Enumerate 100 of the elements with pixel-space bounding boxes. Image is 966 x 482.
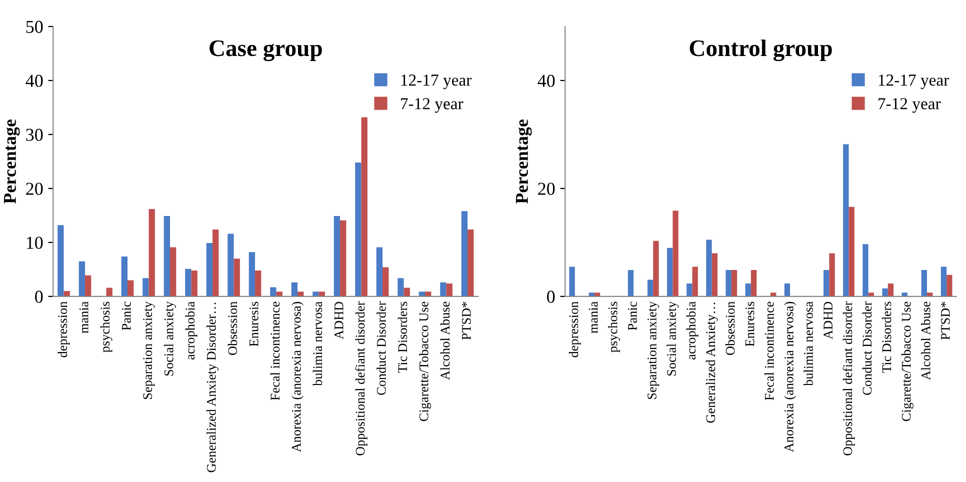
bar (588, 292, 594, 296)
x-tick-label: Social anxiety (666, 301, 679, 376)
bar (185, 268, 192, 296)
x-tick-label: ADHD (824, 302, 832, 340)
bar (731, 270, 738, 296)
bar (888, 283, 894, 296)
bar (446, 283, 452, 296)
bar (404, 288, 410, 296)
legend-label: 7-12 year (878, 98, 941, 113)
x-tick-label: mania (79, 301, 88, 334)
bar (653, 240, 659, 296)
bar (692, 266, 698, 296)
bar (170, 247, 176, 296)
bar (594, 292, 600, 296)
y-axis-title: Percentage (516, 119, 532, 204)
x-tick-label: ADHD (334, 302, 344, 340)
x-tick-label: bulimia nervosa (804, 301, 813, 386)
legend-label: 12-17 year (878, 74, 950, 90)
x-tick-label: Panic (122, 302, 131, 330)
x-tick-label: Anorexia (anorexia nervosa) (292, 302, 304, 452)
y-tick-label: 40 (538, 74, 555, 87)
y-tick-label: 0 (35, 290, 43, 303)
x-tick-label: Fecal incontinence (764, 302, 774, 400)
legend-label: 12-17 year (401, 74, 472, 90)
bar (376, 247, 383, 296)
bar (712, 253, 718, 296)
x-tick-label: Tic Disorders (398, 302, 408, 373)
y-tick-label: 50 (26, 20, 43, 33)
bar (745, 283, 751, 296)
text: Case group (210, 40, 322, 62)
bar (921, 270, 927, 296)
bar (164, 216, 170, 296)
x-tick-label: acrophobia (185, 301, 198, 360)
x-tick-label: depression (58, 301, 70, 358)
x-tick-label: depression (568, 301, 581, 358)
bar (468, 229, 474, 296)
x-tick-label: mania (588, 301, 598, 334)
bar (440, 282, 446, 296)
x-tick-label: Cigarette/Tobacco Use (901, 302, 914, 422)
bar (829, 253, 835, 296)
bar (85, 275, 92, 296)
bar (228, 234, 234, 296)
x-tick-label: Anorexia (anorexia nervosa) (784, 302, 796, 452)
bar (340, 220, 346, 296)
y-tick-label: 20 (26, 182, 43, 195)
bar (784, 283, 790, 296)
bar (355, 162, 362, 296)
bar (882, 288, 888, 296)
bar (206, 242, 213, 296)
bar (121, 256, 128, 296)
bar (647, 280, 654, 296)
bar (334, 216, 340, 296)
bar (848, 206, 854, 296)
bar (824, 270, 830, 296)
bar (212, 229, 219, 296)
bar (726, 270, 732, 296)
x-tick-label: Obsession (228, 301, 238, 355)
x-tick-label: Panic (628, 302, 637, 330)
bar (770, 292, 776, 296)
bar (706, 240, 712, 296)
x-tick-label: Cigarette/Tobacco Use (419, 302, 432, 422)
bar (234, 258, 240, 296)
bar (312, 292, 319, 296)
bar (298, 292, 304, 296)
legend-label: 7-12 year (401, 98, 464, 113)
y-tick-label: 10 (26, 236, 43, 249)
bar (868, 292, 874, 296)
x-tick-label: Tic Disorders (882, 302, 892, 373)
bar (902, 292, 908, 296)
bar (946, 274, 952, 296)
bar (425, 292, 432, 296)
bar (64, 291, 70, 296)
x-tick-label: Conduct Disorder (376, 301, 386, 395)
x-tick-label: PTSD* (462, 302, 471, 340)
bar (276, 292, 282, 296)
text: Control group (690, 40, 832, 62)
bar (927, 292, 933, 296)
x-tick-label: Alcohol Abuse (921, 302, 930, 380)
x-tick-label: acrophobia (686, 301, 698, 360)
x-tick-label: Separation anxiety (143, 301, 155, 399)
y-tick-label: 20 (538, 182, 555, 195)
x-tick-label: psychosis (100, 302, 112, 352)
bar (106, 288, 112, 296)
bar (291, 282, 298, 296)
x-tick-label: Enuresis (249, 302, 258, 346)
x-tick-label: Oppositional defiant disorder (355, 301, 368, 456)
x-tick-label: Oppositional defiant disorder (842, 301, 855, 456)
x-tick-label: Obsession (725, 301, 735, 355)
x-tick-label: Fecal incontinence (270, 302, 280, 400)
bar (461, 211, 468, 296)
y-tick-label: 30 (26, 128, 43, 141)
bar (191, 270, 198, 296)
x-tick-label: Social anxiety (164, 301, 176, 376)
bar (672, 210, 678, 296)
bar (148, 208, 155, 296)
x-tick-label: PTSD* (940, 302, 950, 340)
x-tick-label: psychosis (608, 302, 620, 352)
bar (686, 283, 692, 296)
y-axis-title: Percentage (4, 119, 20, 204)
bar (318, 292, 325, 296)
